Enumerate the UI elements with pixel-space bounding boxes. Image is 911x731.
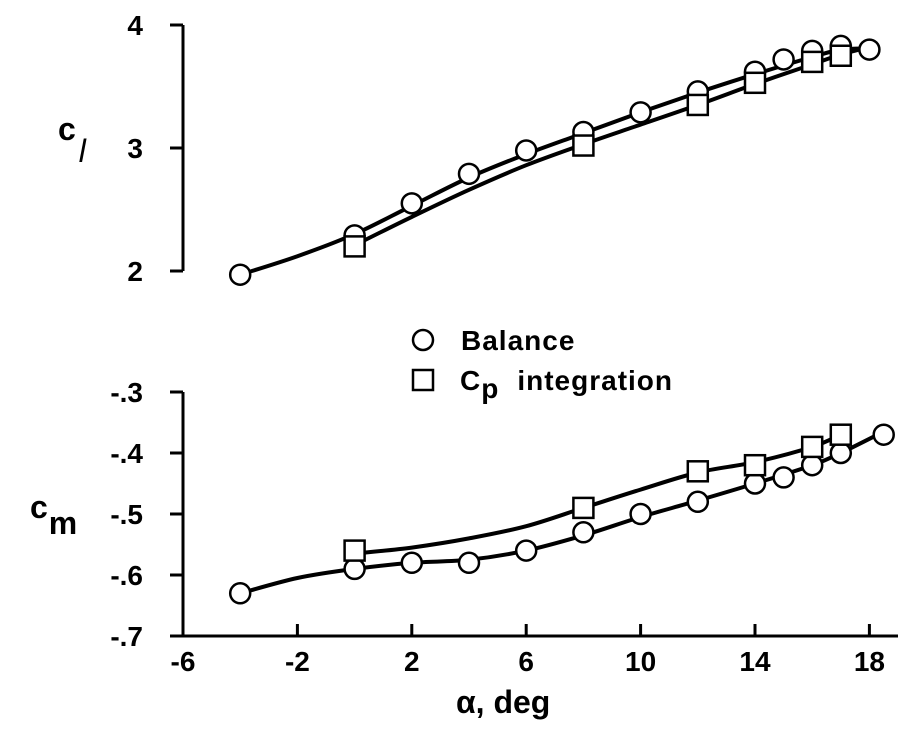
- x-tick-label: -2: [285, 646, 310, 677]
- cm-point-balance: [629, 502, 652, 526]
- cm-point-balance: [829, 441, 853, 465]
- cl-curves: [239, 45, 870, 277]
- cm-point-balance: [800, 453, 824, 477]
- cl-point-balance: [400, 192, 424, 215]
- cl-y-tick-label: 2: [127, 256, 143, 287]
- cl-y-tick-label: 4: [127, 10, 143, 41]
- cm-point-cp-integration: [743, 453, 767, 477]
- x-tick-label: -6: [171, 646, 196, 677]
- cl-point-balance: [772, 48, 795, 71]
- cl-point-cp-integration: [686, 93, 710, 117]
- cl-point-cp-integration: [572, 134, 595, 157]
- cm-panel: -.7 -.6 -.5 -.4 -.3 -6 -2 2 6 10 14 18 cm α, deg: [30, 377, 898, 720]
- cm-y-tick-label: -.4: [110, 438, 143, 469]
- cl-point-cp-integration: [829, 44, 853, 67]
- cl-markers: [228, 34, 881, 286]
- cl-y-axis-label: cl: [58, 111, 87, 169]
- legend-cp-marker: [411, 368, 435, 392]
- legend-cp-label-sub: p: [481, 373, 499, 404]
- cm-point-balance: [572, 521, 595, 544]
- cl-point-cp-integration: [343, 235, 366, 258]
- cl-point-balance: [858, 38, 881, 61]
- cm-y-axis-label-sub: m: [49, 505, 77, 541]
- cm-point-cp-integration: [829, 423, 853, 446]
- cl-point-balance: [514, 139, 538, 162]
- x-tick-label: 10: [625, 646, 656, 677]
- cm-point-cp-integration: [343, 539, 366, 562]
- cm-point-balance: [772, 466, 795, 489]
- cm-point-balance: [228, 582, 252, 605]
- cl-curve-balance: [239, 46, 870, 277]
- cm-y-axis-label-main: c: [30, 489, 48, 525]
- legend-balance-marker: [411, 328, 435, 352]
- x-tick-label: 6: [518, 646, 534, 677]
- legend-cp-label: Cp integration: [460, 365, 673, 404]
- cl-point-balance: [228, 263, 252, 286]
- cm-point-balance: [686, 490, 710, 514]
- cm-point-cp-integration: [686, 460, 710, 483]
- cl-point-cp-integration: [800, 50, 824, 74]
- cl-point-cp-integration: [743, 71, 767, 95]
- cl-point-balance: [629, 101, 652, 124]
- cm-point-balance: [743, 472, 767, 495]
- cm-point-balance: [514, 539, 538, 562]
- x-tick-label: 18: [854, 646, 885, 677]
- cm-y-axis-label: cm: [30, 489, 77, 541]
- cm-point-balance: [457, 551, 481, 575]
- x-tick-label: 14: [739, 646, 771, 677]
- cl-y-ticks: 2 3 4: [127, 10, 183, 287]
- cm-point-balance: [343, 557, 366, 581]
- cm-y-ticks: -.7 -.6 -.5 -.4 -.3: [110, 377, 183, 652]
- cm-y-tick-label: -.7: [110, 621, 143, 652]
- cl-point-balance: [457, 162, 481, 186]
- x-tick-label: 2: [404, 646, 420, 677]
- cl-panel: 2 3 4 cl: [58, 10, 881, 287]
- cm-point-cp-integration: [800, 435, 824, 459]
- cl-y-axis-label-main: c: [58, 111, 76, 147]
- cl-y-axis-label-sub: l: [79, 133, 87, 169]
- cm-markers: [228, 423, 895, 605]
- x-ticks: -6 -2 2 6 10 14 18: [171, 624, 885, 677]
- cl-curve-cp-integration: [353, 45, 870, 247]
- cm-point-cp-integration: [572, 496, 595, 520]
- cm-curves: [239, 429, 885, 596]
- cm-point-balance: [872, 423, 895, 446]
- cm-y-tick-label: -.6: [110, 560, 143, 591]
- legend: Balance Cp integration: [411, 325, 673, 404]
- cm-point-balance: [400, 551, 424, 575]
- cm-y-tick-label: -.5: [110, 499, 143, 530]
- x-axis-label: α, deg: [456, 684, 550, 720]
- cl-y-tick-label: 3: [127, 133, 143, 164]
- cm-curve-cp-integration: [354, 432, 842, 556]
- cm-y-tick-label: -.3: [110, 377, 143, 408]
- legend-cp-label-main: C: [460, 365, 481, 396]
- legend-cp-label-rest: integration: [517, 365, 673, 396]
- legend-balance-label: Balance: [461, 325, 575, 356]
